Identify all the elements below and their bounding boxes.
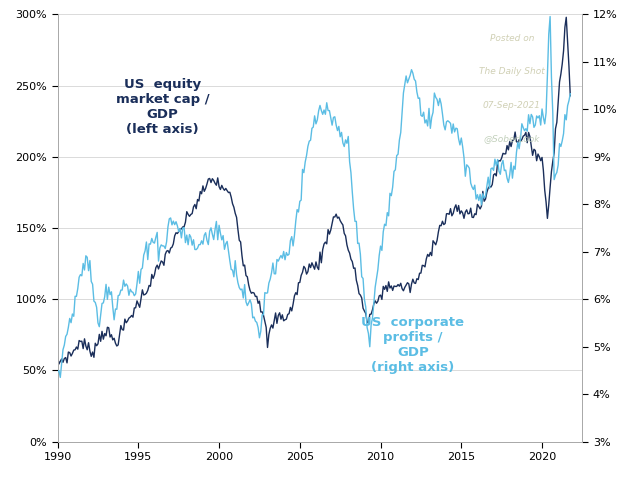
Text: US  equity
market cap /
GDP
(left axis): US equity market cap / GDP (left axis) — [116, 78, 209, 136]
Text: Posted on: Posted on — [490, 34, 534, 43]
Text: US  corporate
profits /
GDP
(right axis): US corporate profits / GDP (right axis) — [362, 316, 465, 374]
Text: 07-Sep-2021: 07-Sep-2021 — [483, 101, 541, 110]
Text: The Daily Shot: The Daily Shot — [479, 67, 545, 76]
Text: @SoberLook: @SoberLook — [484, 134, 540, 144]
